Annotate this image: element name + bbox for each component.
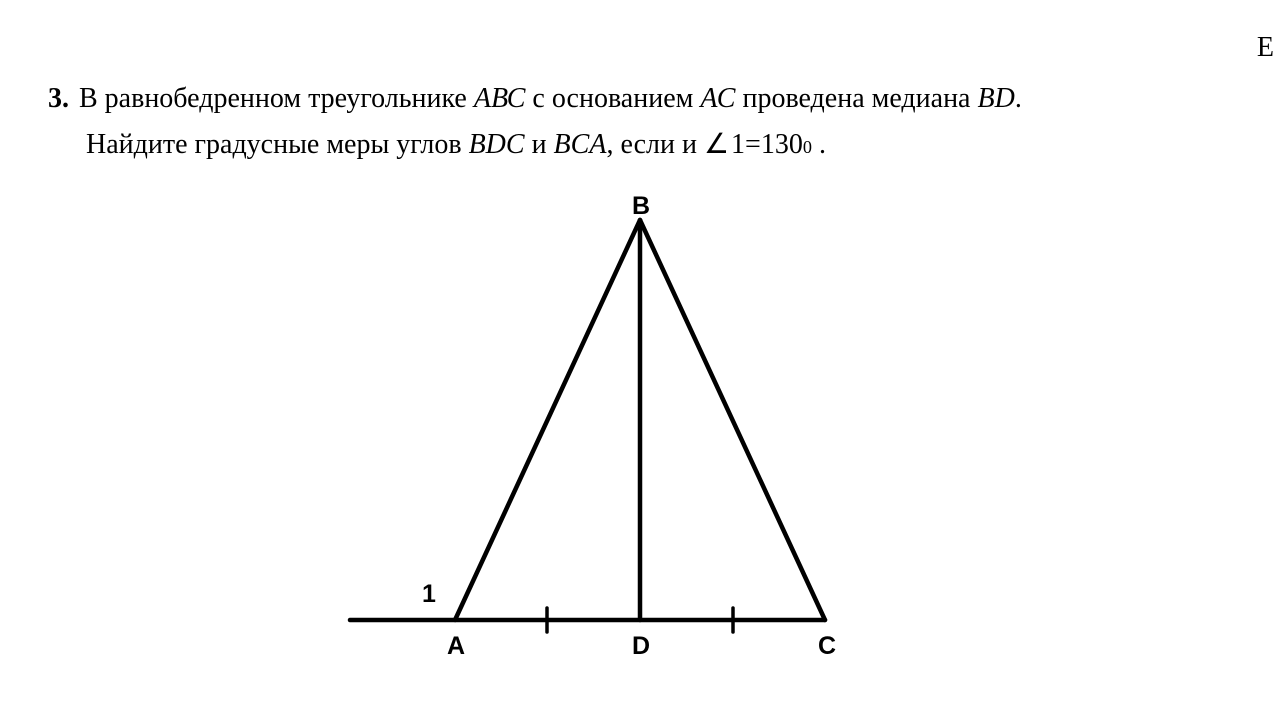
problem-number: 3. <box>48 78 69 120</box>
base-ac: АС <box>700 83 735 114</box>
degree-superscript: 0 <box>803 134 812 161</box>
text-part: и <box>525 129 554 160</box>
text-part: В равнобедренном треугольнике <box>79 83 474 114</box>
angle-value: 130 <box>761 124 803 166</box>
triangle-abc: АВС <box>474 83 526 114</box>
vertex-label-b: B <box>632 192 650 221</box>
vertex-label-d: D <box>632 632 650 661</box>
triangle-diagram: B A D C 1 <box>280 200 1000 680</box>
vertex-label-a: A <box>447 632 465 661</box>
angle-bdc: BDC <box>469 129 525 160</box>
text-part: проведена медиана <box>735 83 977 114</box>
median-bd: BD <box>978 83 1015 114</box>
problem-line-2: Найдите градусные меры углов BDC и BCA, … <box>48 124 1280 166</box>
text-part: , если и <box>606 129 704 160</box>
angle-symbol-icon: ∠ <box>704 124 729 166</box>
angle-label-1: 1 <box>422 580 436 609</box>
text-part: Найдите градусные меры углов <box>86 129 469 160</box>
text-part: . <box>1015 83 1022 114</box>
problem-line-1: 3. В равнобедренном треугольнике АВС с о… <box>48 78 1280 120</box>
angle-bca: BCA <box>554 129 607 160</box>
equals-sign: = <box>745 124 761 166</box>
angle-expression: ∠1 = 1300 <box>704 124 812 166</box>
angle-number: 1 <box>731 124 745 166</box>
vertex-label-c: C <box>818 632 836 661</box>
corner-letter: Е <box>1257 32 1274 64</box>
problem-statement: 3. В равнобедренном треугольнике АВС с о… <box>48 78 1280 166</box>
text-part: с основанием <box>525 83 700 114</box>
text-part: . <box>812 129 826 160</box>
triangle-svg <box>280 200 1000 680</box>
